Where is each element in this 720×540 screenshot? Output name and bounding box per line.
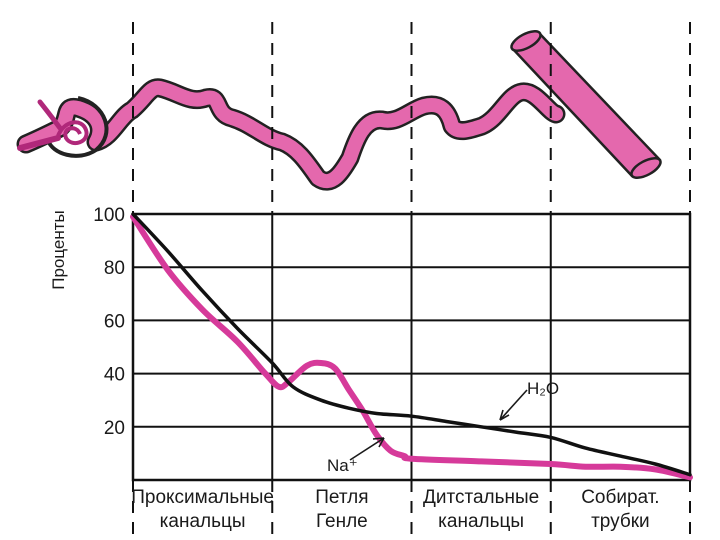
plot-area: 100 80 60 40 20 Проксимальные канальцы Петля Ген… <box>93 205 693 532</box>
segment-dividers <box>132 22 691 536</box>
na-label: Na⁺ <box>327 456 358 475</box>
y-tick-label: 20 <box>104 418 125 439</box>
glomerulus-capsule <box>46 96 109 158</box>
h2o-arrowhead <box>499 409 510 421</box>
na-annotation: Na⁺ <box>327 437 385 475</box>
y-tick-label: 60 <box>104 311 125 332</box>
segment-label-line1: Собират. <box>581 487 659 508</box>
h2o-series-line <box>131 212 692 477</box>
nephron-tubule <box>19 80 563 189</box>
y-axis-label: Проценты <box>49 210 68 290</box>
segment-label-line1: Проксимальные <box>131 487 274 508</box>
na-arrowhead <box>372 437 385 448</box>
efferent-arteriole <box>37 99 63 131</box>
y-tick-label: 100 <box>93 205 125 226</box>
nephron-illustration <box>16 30 662 191</box>
segment-label-line1: Петля <box>315 487 368 508</box>
segment-label-line2: канальцы <box>160 511 246 532</box>
plot-frame <box>131 212 692 482</box>
collecting-duct-end <box>630 157 662 179</box>
segment-label-line2: Генле <box>316 511 368 532</box>
afferent-arteriole <box>17 135 61 151</box>
glomerulus-capillaries <box>56 120 89 146</box>
segment-label-line2: канальцы <box>438 511 524 532</box>
na-series-line <box>130 213 693 481</box>
h2o-annotation: H₂O <box>499 379 559 421</box>
h2o-label: H₂O <box>527 379 559 398</box>
h2o-arrow <box>499 389 528 421</box>
na-arrow <box>349 437 385 461</box>
segment-label-line2: трубки <box>591 511 650 532</box>
collecting-duct-opening <box>510 30 542 52</box>
segment-label-line1: Дитстальные <box>423 487 539 508</box>
y-tick-label: 40 <box>104 365 125 386</box>
y-tick-label: 80 <box>104 258 125 279</box>
